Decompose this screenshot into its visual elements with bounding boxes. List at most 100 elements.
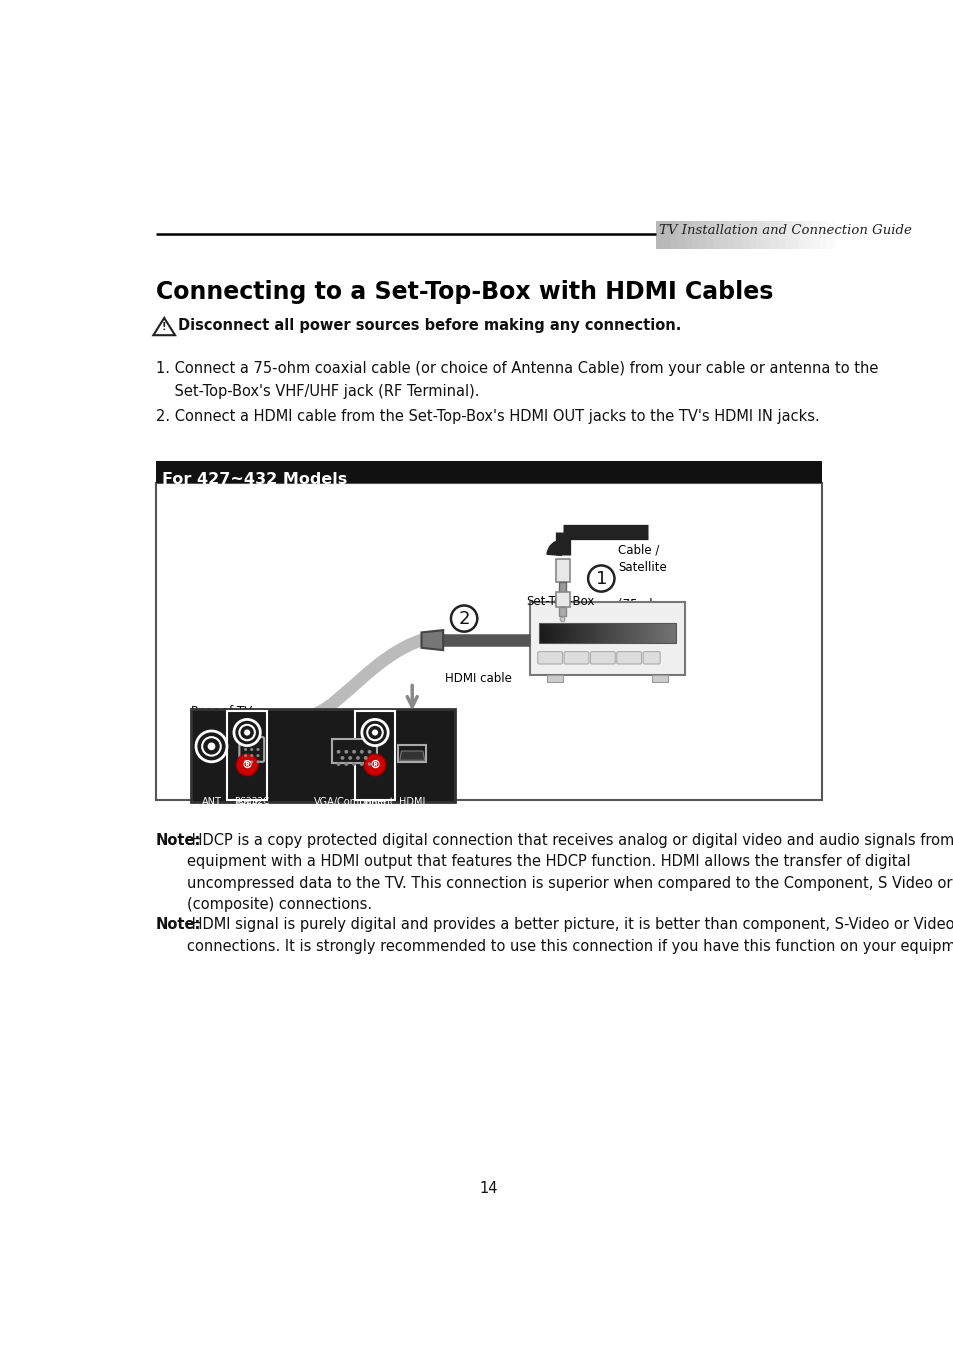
- Circle shape: [344, 750, 348, 754]
- FancyBboxPatch shape: [617, 652, 641, 664]
- Text: VGA/Component: VGA/Component: [314, 797, 394, 807]
- Circle shape: [367, 725, 382, 740]
- Text: HDMI cable: HDMI cable: [444, 673, 511, 686]
- FancyBboxPatch shape: [783, 221, 791, 250]
- Circle shape: [340, 757, 344, 759]
- Circle shape: [348, 757, 352, 759]
- FancyBboxPatch shape: [537, 652, 562, 664]
- Text: Note:: Note:: [155, 833, 201, 848]
- FancyBboxPatch shape: [677, 221, 684, 250]
- FancyBboxPatch shape: [820, 221, 826, 250]
- Text: HDCP is a copy protected digital connection that receives analog or digital vide: HDCP is a copy protected digital connect…: [187, 833, 953, 913]
- Text: 2. Connect a HDMI cable from the Set-Top-Box's HDMI OUT jacks to the TV's HDMI I: 2. Connect a HDMI cable from the Set-Top…: [155, 410, 819, 424]
- FancyBboxPatch shape: [770, 221, 777, 250]
- Circle shape: [236, 754, 257, 776]
- Circle shape: [336, 750, 340, 754]
- Text: Cable /
Satellite: Cable / Satellite: [618, 544, 666, 574]
- Circle shape: [239, 725, 254, 740]
- Text: 1: 1: [595, 570, 606, 587]
- FancyBboxPatch shape: [684, 221, 691, 250]
- Circle shape: [355, 757, 359, 759]
- FancyBboxPatch shape: [332, 739, 376, 762]
- FancyBboxPatch shape: [777, 221, 783, 250]
- FancyBboxPatch shape: [530, 602, 684, 675]
- Circle shape: [250, 761, 253, 763]
- Circle shape: [233, 720, 260, 746]
- FancyBboxPatch shape: [720, 221, 727, 250]
- Circle shape: [244, 749, 247, 751]
- Circle shape: [372, 730, 377, 735]
- Text: !: !: [162, 323, 166, 332]
- FancyBboxPatch shape: [762, 221, 770, 250]
- Text: 1. Connect a 75-ohm coaxial cable (or choice of Antenna Cable) from your cable o: 1. Connect a 75-ohm coaxial cable (or ch…: [155, 362, 877, 399]
- FancyBboxPatch shape: [748, 221, 756, 250]
- FancyBboxPatch shape: [826, 221, 834, 250]
- FancyBboxPatch shape: [756, 221, 762, 250]
- FancyBboxPatch shape: [734, 221, 741, 250]
- Circle shape: [244, 730, 250, 735]
- Circle shape: [256, 754, 259, 757]
- FancyBboxPatch shape: [656, 221, 662, 250]
- Circle shape: [367, 750, 371, 754]
- FancyBboxPatch shape: [812, 221, 820, 250]
- Text: Rear of TV: Rear of TV: [192, 705, 253, 717]
- FancyBboxPatch shape: [727, 221, 734, 250]
- Circle shape: [361, 720, 388, 746]
- Text: ANT: ANT: [201, 797, 221, 807]
- Circle shape: [587, 565, 614, 591]
- FancyBboxPatch shape: [642, 652, 659, 664]
- FancyBboxPatch shape: [555, 559, 569, 582]
- Circle shape: [559, 617, 564, 621]
- FancyBboxPatch shape: [563, 652, 588, 664]
- FancyBboxPatch shape: [741, 221, 748, 250]
- Circle shape: [363, 757, 367, 759]
- Circle shape: [364, 754, 385, 776]
- FancyBboxPatch shape: [239, 738, 264, 762]
- Circle shape: [208, 743, 215, 750]
- Text: Input: Input: [235, 799, 258, 808]
- FancyBboxPatch shape: [662, 221, 670, 250]
- Text: ®: ®: [369, 759, 380, 770]
- Text: TV Installation and Connection Guide: TV Installation and Connection Guide: [659, 224, 911, 237]
- Circle shape: [250, 754, 253, 757]
- Circle shape: [359, 762, 363, 766]
- FancyBboxPatch shape: [705, 221, 713, 250]
- FancyBboxPatch shape: [691, 221, 699, 250]
- Circle shape: [352, 750, 355, 754]
- Polygon shape: [421, 631, 443, 650]
- FancyBboxPatch shape: [652, 675, 667, 682]
- Text: 14: 14: [479, 1181, 497, 1196]
- FancyBboxPatch shape: [192, 709, 455, 801]
- Circle shape: [367, 762, 371, 766]
- Text: (75-ohm
coaxial
cable): (75-ohm coaxial cable): [618, 598, 668, 644]
- Circle shape: [256, 749, 259, 751]
- FancyBboxPatch shape: [558, 582, 565, 591]
- FancyBboxPatch shape: [798, 221, 805, 250]
- Text: For 427~432 Models: For 427~432 Models: [162, 472, 347, 487]
- Text: Note:: Note:: [155, 917, 201, 933]
- Text: Input: Input: [363, 799, 386, 808]
- Circle shape: [359, 750, 363, 754]
- FancyBboxPatch shape: [590, 652, 615, 664]
- FancyBboxPatch shape: [227, 711, 267, 800]
- Text: RS232C
Control
Port: RS232C Control Port: [233, 797, 269, 827]
- Text: Disconnect all power sources before making any connection.: Disconnect all power sources before maki…: [178, 319, 680, 334]
- Circle shape: [202, 738, 220, 755]
- Circle shape: [195, 731, 227, 762]
- FancyBboxPatch shape: [555, 591, 569, 607]
- FancyBboxPatch shape: [791, 221, 798, 250]
- FancyBboxPatch shape: [155, 461, 821, 483]
- Text: ®: ®: [241, 759, 253, 770]
- FancyBboxPatch shape: [558, 607, 566, 616]
- Text: HDMI: HDMI: [398, 797, 425, 807]
- Circle shape: [250, 749, 253, 751]
- FancyBboxPatch shape: [546, 675, 562, 682]
- Circle shape: [244, 754, 247, 757]
- FancyBboxPatch shape: [805, 221, 812, 250]
- Circle shape: [344, 762, 348, 766]
- Circle shape: [256, 761, 259, 763]
- FancyBboxPatch shape: [699, 221, 705, 250]
- FancyBboxPatch shape: [397, 744, 426, 762]
- FancyBboxPatch shape: [155, 483, 821, 800]
- Text: 2: 2: [457, 610, 470, 628]
